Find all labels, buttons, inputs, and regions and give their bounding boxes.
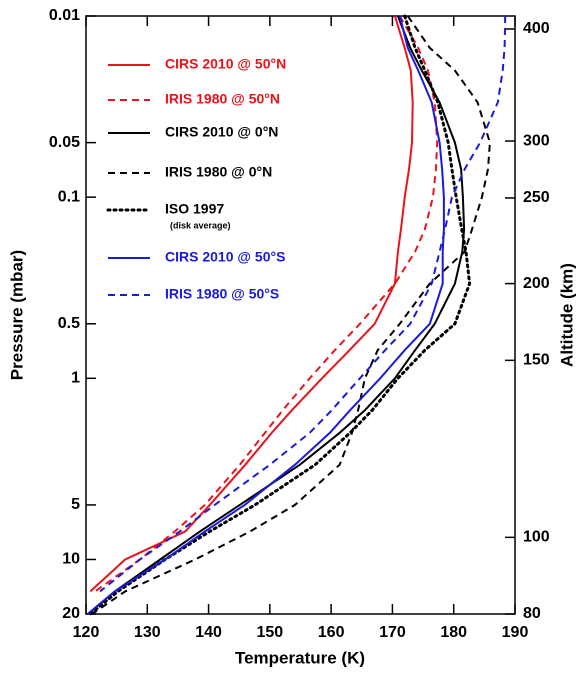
- y-tick-label: 0.5: [58, 315, 80, 332]
- x-tick-label: 160: [318, 624, 345, 641]
- x-tick-label: 130: [134, 624, 161, 641]
- x-tick-label: 150: [257, 624, 284, 641]
- y-axis-label: Pressure (mbar): [7, 250, 26, 380]
- x-axis-label: Temperature (K): [235, 648, 365, 667]
- y-tick-label: 0.05: [49, 134, 80, 151]
- legend-label: IRIS 1980 @ 0°N: [165, 164, 272, 180]
- y2-tick-label: 300: [523, 132, 550, 149]
- y-tick-label: 1: [71, 370, 80, 387]
- data-line: [91, 15, 491, 615]
- y-tick-label: 5: [71, 496, 80, 513]
- data-line: [89, 15, 414, 593]
- y2-axis-label: Altitude (km): [557, 263, 576, 367]
- data-line: [94, 15, 439, 593]
- data-line: [87, 15, 466, 615]
- y2-tick-label: 200: [523, 275, 550, 292]
- x-tick-label: 180: [440, 624, 467, 641]
- data-line: [87, 15, 445, 615]
- y2-tick-label: 150: [523, 352, 550, 369]
- plot-frame: [85, 15, 516, 615]
- legend-label: IRIS 1980 @ 50°N: [165, 91, 280, 107]
- y2-tick-label: 400: [523, 20, 550, 37]
- legend-label: CIRS 2010 @ 50°S: [165, 249, 285, 265]
- y2-tick-label: 250: [523, 189, 550, 206]
- y-tick-label: 0.01: [49, 7, 80, 24]
- legend-note: (disk average): [170, 220, 231, 230]
- x-tick-label: 190: [502, 624, 529, 641]
- legend-label: CIRS 2010 @ 0°N: [165, 124, 278, 140]
- data-line: [99, 15, 507, 593]
- legend-label: ISO 1997: [165, 201, 224, 217]
- y-tick-label: 0.1: [58, 188, 80, 205]
- y-tick-label: 10: [62, 551, 80, 568]
- x-tick-label: 170: [379, 624, 406, 641]
- legend-label: CIRS 2010 @ 50°N: [165, 56, 286, 72]
- y-tick-label: 20: [62, 605, 80, 622]
- legend-label: IRIS 1980 @ 50°S: [165, 286, 279, 302]
- y2-tick-label: 80: [523, 605, 541, 622]
- x-tick-label: 140: [195, 624, 222, 641]
- x-tick-label: 120: [73, 624, 100, 641]
- data-line: [88, 14, 472, 616]
- y2-tick-label: 100: [523, 529, 550, 546]
